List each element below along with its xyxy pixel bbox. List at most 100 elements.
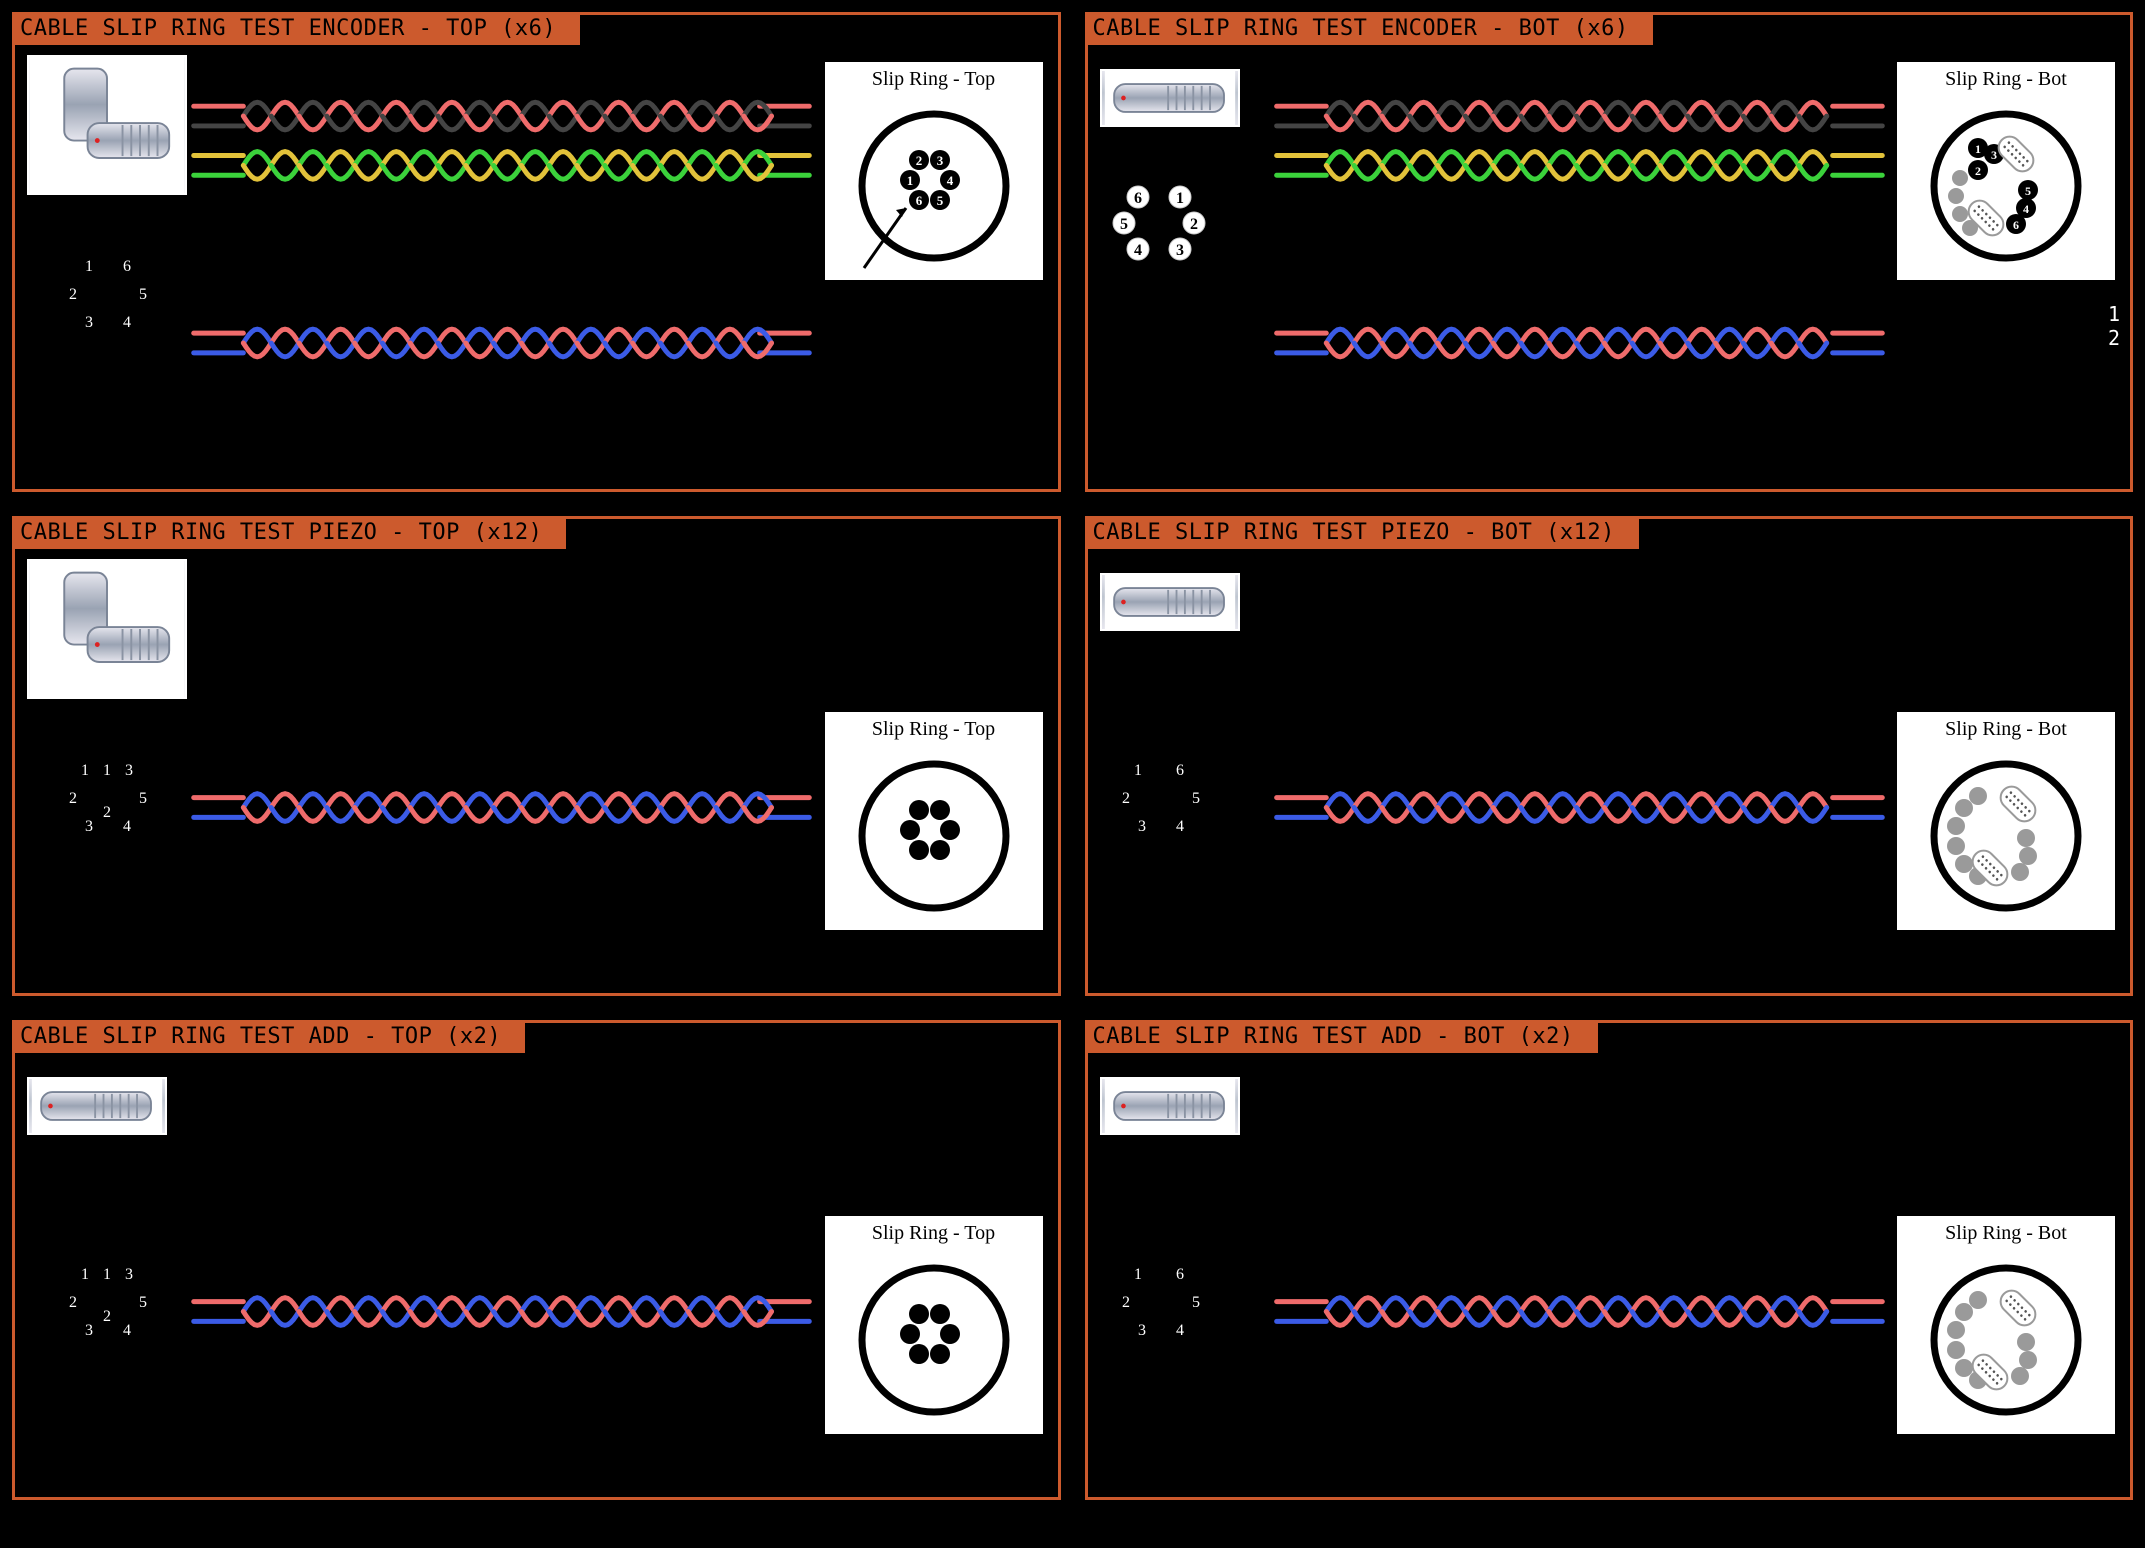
connector-face: 11325324 — [45, 741, 165, 861]
panel-add-top: CABLE SLIP RING TEST ADD - TOP (x2) Slip … — [12, 1020, 1061, 1500]
panel-body: Slip Ring - Top11325324 — [15, 551, 1058, 993]
svg-text:3: 3 — [1138, 818, 1146, 835]
panel-piezo-bot: CABLE SLIP RING TEST PIEZO - BOT (x12)Sl… — [1085, 516, 2134, 996]
svg-text:5: 5 — [139, 1294, 147, 1311]
svg-text:2: 2 — [915, 153, 922, 168]
slip-ring-icon — [844, 1252, 1024, 1432]
svg-text:3: 3 — [1138, 1322, 1146, 1339]
svg-text:3: 3 — [85, 1322, 93, 1339]
svg-text:3: 3 — [85, 314, 93, 331]
svg-text:2: 2 — [69, 1294, 77, 1311]
panel-enc-top: CABLE SLIP RING TEST ENCODER - TOP (x6) S… — [12, 12, 1061, 492]
svg-text:6: 6 — [123, 258, 131, 275]
panel-row: CABLE SLIP RING TEST ADD - TOP (x2) Slip … — [12, 1020, 2133, 1500]
svg-text:5: 5 — [139, 286, 147, 303]
panel-body: Slip Ring - Top11325324 — [15, 1055, 1058, 1497]
connector-face-icon: 1 6 2 5 3 4 — [45, 237, 165, 357]
svg-text:1: 1 — [1134, 762, 1142, 779]
svg-text:1: 1 — [103, 1266, 111, 1283]
connector-face: 162534 — [1098, 1245, 1218, 1365]
svg-text:4: 4 — [123, 1322, 131, 1339]
svg-text:2: 2 — [69, 286, 77, 303]
slip-ring-box: Slip Ring - Bot — [1896, 1215, 2116, 1435]
panel-enc-bot: CABLE SLIP RING TEST ENCODER - BOT (x6) S… — [1085, 12, 2134, 492]
diagram-page: CABLE SLIP RING TEST ENCODER - TOP (x6) S… — [0, 0, 2145, 1512]
svg-text:4: 4 — [2023, 202, 2029, 216]
connector-face-icon: 6 1 5 2 4 3 — [1098, 167, 1218, 287]
slip-ring-title: Slip Ring - Bot — [1897, 718, 2115, 741]
svg-text:2: 2 — [1190, 216, 1198, 233]
svg-text:1: 1 — [906, 173, 913, 188]
panel-body: Slip Ring - Top231465162534 — [15, 47, 1058, 489]
slip-ring-box: Slip Ring - Top — [824, 1215, 1044, 1435]
svg-text:3: 3 — [125, 1266, 133, 1283]
svg-text:4: 4 — [123, 818, 131, 835]
svg-text:1: 1 — [81, 762, 89, 779]
svg-text:6: 6 — [2013, 218, 2019, 232]
svg-text:6: 6 — [1176, 762, 1184, 779]
svg-text:5: 5 — [139, 790, 147, 807]
panel-title: CABLE SLIP RING TEST PIEZO - TOP (x12) — [12, 516, 566, 549]
slip-ring-title: Slip Ring - Top — [825, 1222, 1043, 1245]
slip-ring-icon: 123456 — [1916, 98, 2096, 278]
svg-text:3: 3 — [1176, 242, 1184, 259]
connector-face: 1 6 2 5 3 4 — [1098, 741, 1218, 861]
svg-text:1: 1 — [1975, 142, 1981, 156]
svg-text:4: 4 — [123, 314, 131, 331]
panel-body: Slip Ring - Bot162534 — [1088, 1055, 2131, 1497]
connector-face: 6 1 5 2 4 3 — [1098, 167, 1218, 287]
svg-text:1: 1 — [85, 258, 93, 275]
panel-body: Slip Ring - Bot 1 6 2 5 3 4 — [1088, 551, 2131, 993]
panel-row: CABLE SLIP RING TEST PIEZO - TOP (x12) Sl… — [12, 516, 2133, 996]
slip-ring-title: Slip Ring - Bot — [1897, 1222, 2115, 1245]
slip-ring-title: Slip Ring - Top — [825, 68, 1043, 91]
svg-text:2: 2 — [1122, 790, 1130, 807]
svg-text:2: 2 — [103, 1308, 111, 1325]
side-labels: 12 — [2108, 302, 2120, 350]
panel-add-bot: CABLE SLIP RING TEST ADD - BOT (x2) Slip … — [1085, 1020, 2134, 1500]
slip-ring-icon — [844, 748, 1024, 928]
panel-title: CABLE SLIP RING TEST ENCODER - BOT (x6) — [1085, 12, 1653, 45]
slip-ring-box: Slip Ring - Top — [824, 711, 1044, 931]
slip-ring-box: Slip Ring - Top231465 — [824, 61, 1044, 281]
svg-text:1: 1 — [1176, 190, 1184, 207]
slip-ring-title: Slip Ring - Bot — [1897, 68, 2115, 91]
svg-text:4: 4 — [946, 173, 953, 188]
panel-title: CABLE SLIP RING TEST PIEZO - BOT (x12) — [1085, 516, 1639, 549]
slip-ring-title: Slip Ring - Top — [825, 718, 1043, 741]
svg-text:5: 5 — [936, 193, 943, 208]
svg-text:2: 2 — [103, 804, 111, 821]
svg-text:1: 1 — [1134, 1266, 1142, 1283]
slip-ring-icon — [1916, 1252, 2096, 1432]
panel-title: CABLE SLIP RING TEST ADD - BOT (x2) — [1085, 1020, 1598, 1053]
connector-face-icon: 11325324 — [45, 741, 165, 861]
panel-title: CABLE SLIP RING TEST ENCODER - TOP (x6) — [12, 12, 580, 45]
svg-text:2: 2 — [1122, 1294, 1130, 1311]
panel-body: Slip Ring - Bot12345661524312 — [1088, 47, 2131, 489]
svg-text:6: 6 — [1134, 190, 1142, 207]
svg-text:3: 3 — [85, 818, 93, 835]
svg-text:3: 3 — [1991, 148, 1997, 162]
connector-face-icon: 11325324 — [45, 1245, 165, 1365]
svg-text:4: 4 — [1176, 1322, 1184, 1339]
svg-text:2: 2 — [1975, 164, 1981, 178]
connector-face-icon: 1 6 2 5 3 4 — [1098, 741, 1218, 861]
connector-face-icon: 162534 — [1098, 1245, 1218, 1365]
connector-face: 1 6 2 5 3 4 — [45, 237, 165, 357]
panel-piezo-top: CABLE SLIP RING TEST PIEZO - TOP (x12) Sl… — [12, 516, 1061, 996]
svg-text:5: 5 — [1192, 790, 1200, 807]
svg-text:4: 4 — [1176, 818, 1184, 835]
svg-text:1: 1 — [103, 762, 111, 779]
svg-text:3: 3 — [125, 762, 133, 779]
slip-ring-icon — [1916, 748, 2096, 928]
svg-text:5: 5 — [1120, 216, 1128, 233]
connector-face: 11325324 — [45, 1245, 165, 1365]
svg-text:6: 6 — [915, 193, 922, 208]
panel-row: CABLE SLIP RING TEST ENCODER - TOP (x6) S… — [12, 12, 2133, 492]
svg-text:6: 6 — [1176, 1266, 1184, 1283]
svg-text:2: 2 — [69, 790, 77, 807]
panel-title: CABLE SLIP RING TEST ADD - TOP (x2) — [12, 1020, 525, 1053]
svg-text:5: 5 — [2025, 184, 2031, 198]
svg-text:4: 4 — [1134, 242, 1142, 259]
slip-ring-box: Slip Ring - Bot123456 — [1896, 61, 2116, 281]
